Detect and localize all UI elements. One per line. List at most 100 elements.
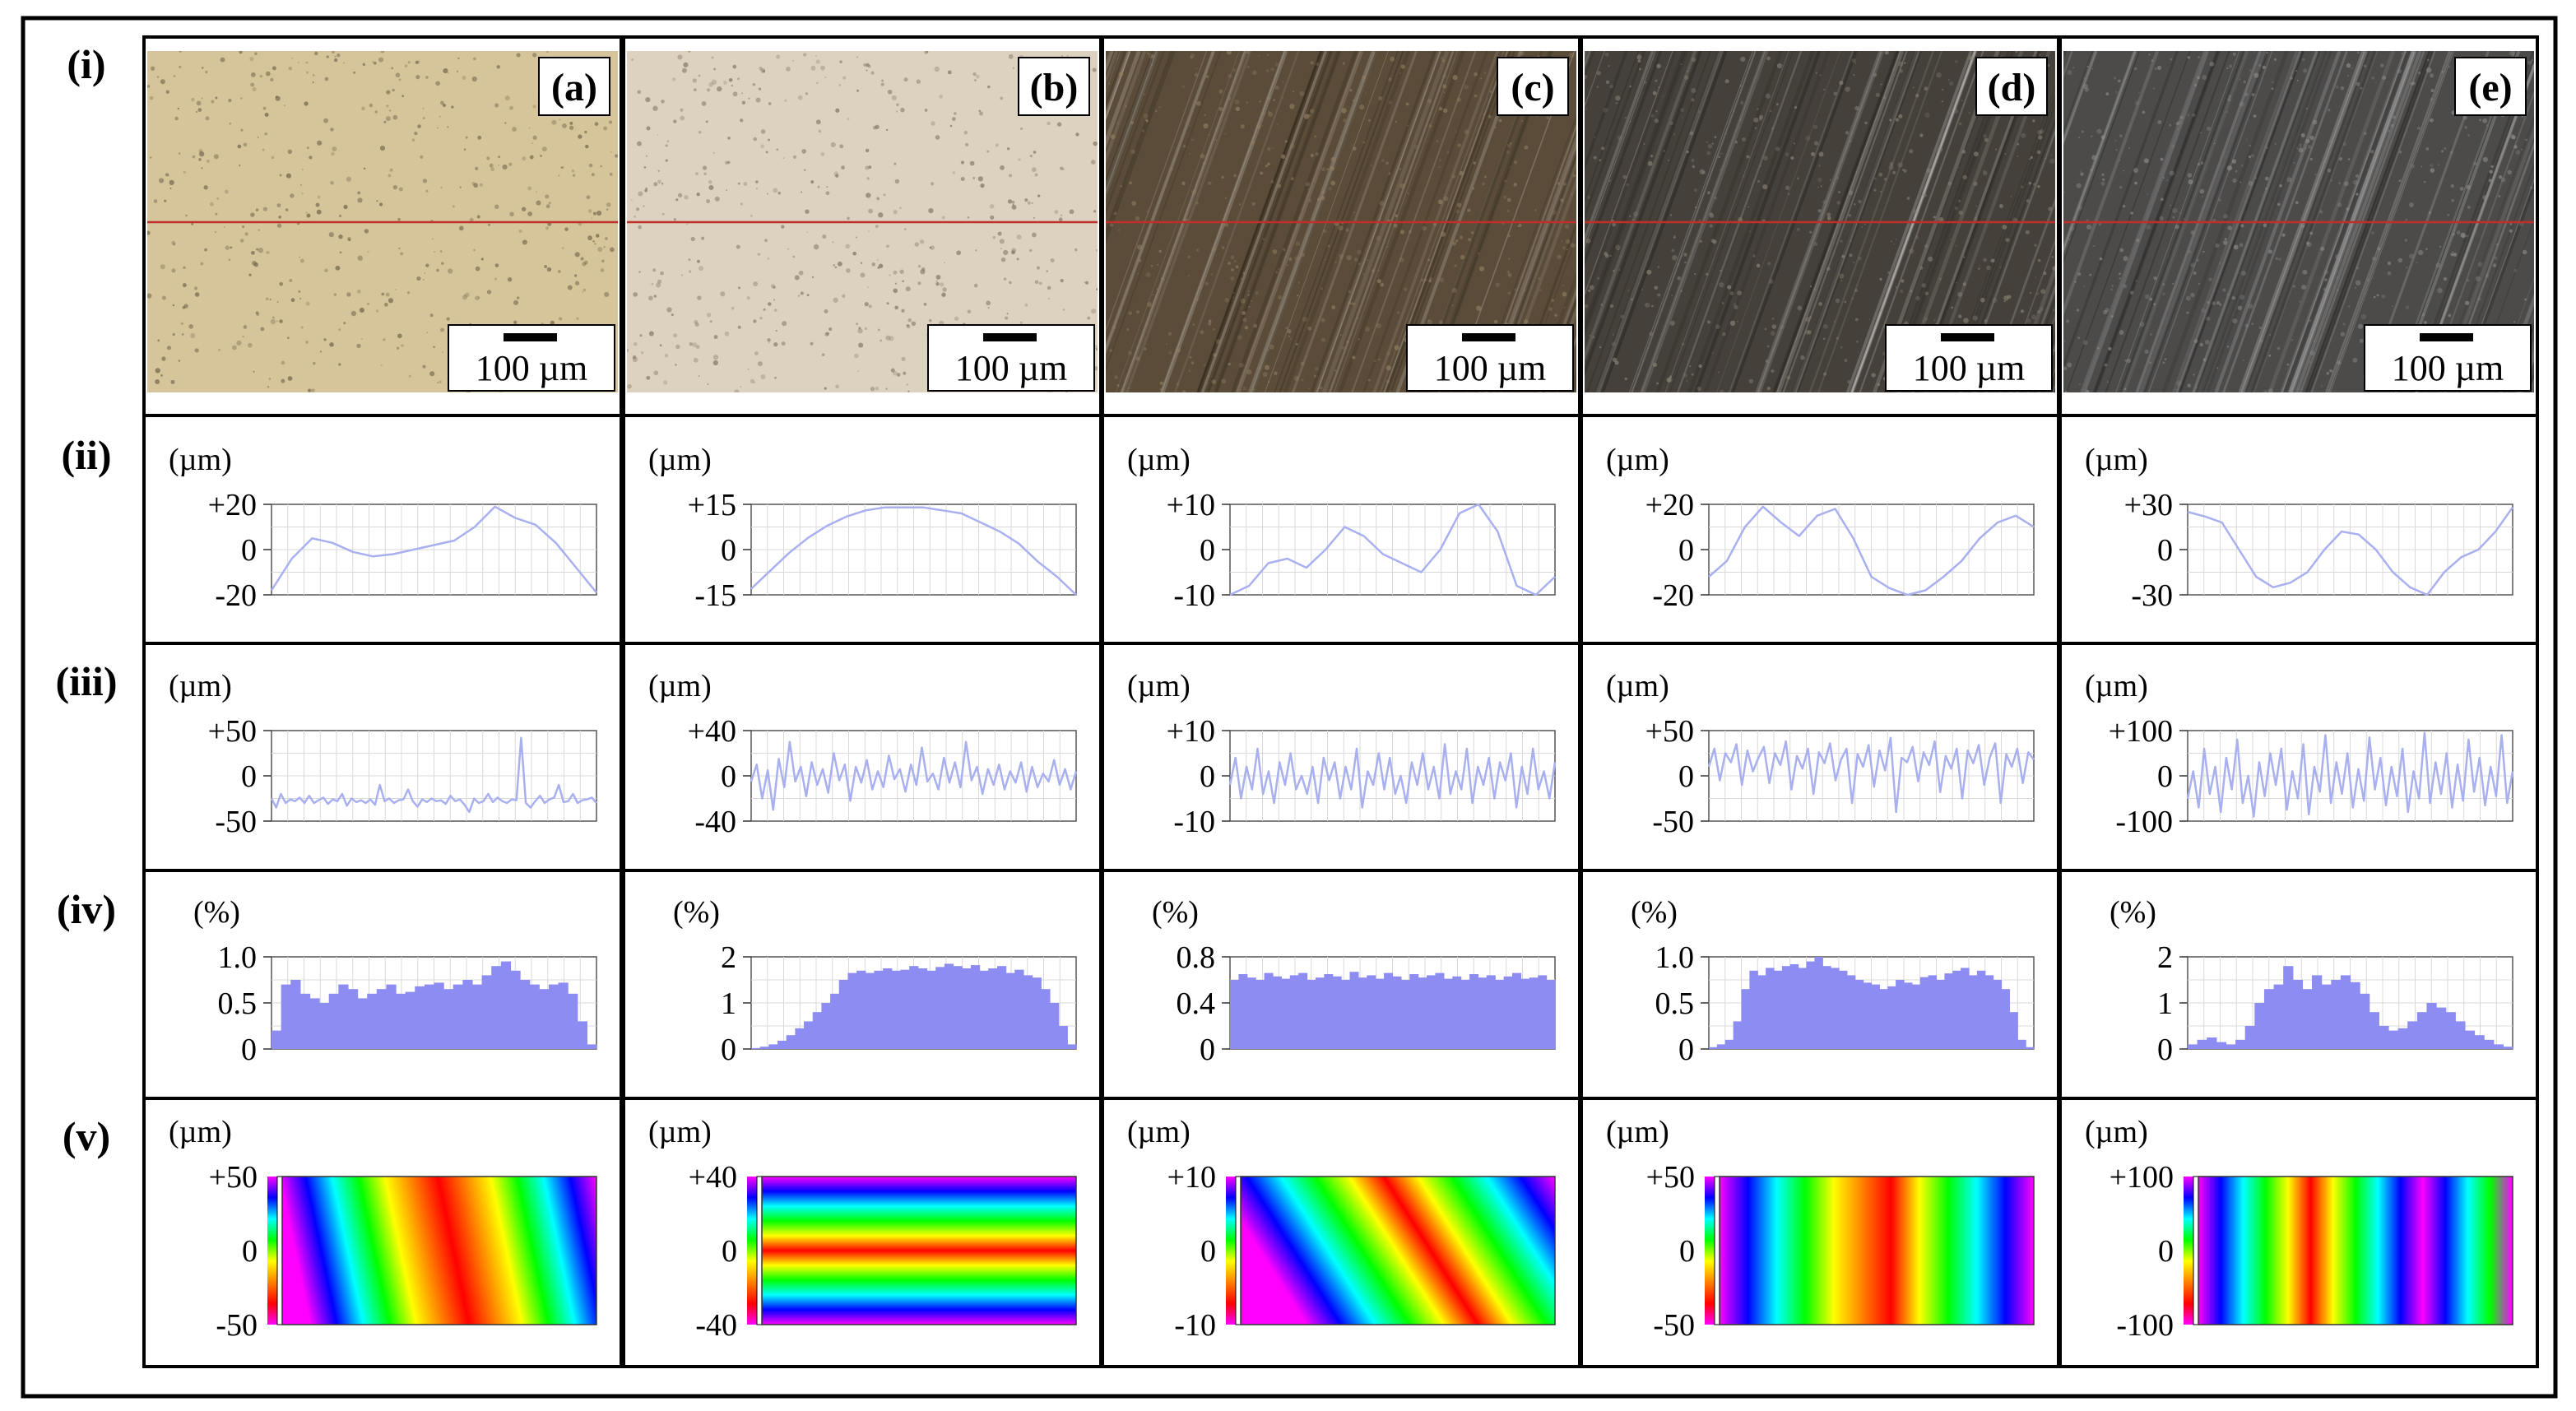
surface-speck [1896,239,1897,240]
surface-speck [698,130,702,134]
tick-label: 0 [1200,1033,1215,1067]
surface-speck [1924,112,1930,118]
histogram-bar [290,980,301,1049]
surface-speck [2450,253,2454,257]
histogram-bar [804,1021,814,1049]
surface-speck [1680,63,1683,66]
surface-speck [179,65,182,68]
surface-speck [1853,74,1855,77]
surface-speck [1683,253,1687,257]
surface-speck [2238,78,2241,81]
surface-speck [1873,72,1877,77]
surface-speck [605,237,608,240]
surface-speck [825,332,829,336]
surface-speck [2347,158,2351,160]
surface-speck [889,336,894,341]
surface-speck [2253,72,2259,78]
surface-speck [2522,249,2527,255]
surface-speck [2421,165,2423,168]
surface-speck [332,146,337,151]
histogram-bar [953,966,963,1049]
surface-speck [2410,81,2414,86]
surface-speck [2320,385,2323,388]
surface-speck [1273,99,1275,101]
surface-speck [1388,172,1391,175]
surface-speck [1691,88,1696,94]
surface-speck [150,156,152,159]
surface-speck [338,234,343,239]
surface-speck [473,57,476,61]
surface-speck [1407,192,1410,195]
surface-speck [1351,302,1355,306]
surface-speck [695,345,700,349]
surface-speck [178,360,181,362]
surface-speck [975,249,977,252]
surface-speck [1919,218,1922,220]
surface-speck [2423,321,2427,324]
surface-speck [439,115,441,118]
surface-speck [1221,378,1227,384]
surface-speck [2160,157,2164,161]
surface-speck [2165,179,2168,181]
surface-speck [203,185,208,190]
surface-speck [934,66,940,72]
surface-speck [2248,155,2252,159]
tick-label: -10 [1173,805,1215,839]
surface-speck [2324,278,2328,281]
surface-speck [1658,86,1660,89]
surface-speck [638,225,642,230]
surface-speck [411,138,415,142]
surface-speck [907,390,910,392]
surface-speck [2235,169,2238,173]
surface-speck [708,82,714,87]
surface-speck [2148,53,2151,56]
surface-speck [2085,389,2090,392]
surface-speck [2170,58,2173,61]
surface-speck [1310,61,1314,65]
surface-speck [1840,239,1843,243]
surface-speck [2425,248,2428,250]
surface-speck [425,263,429,267]
histogram-bar [768,1044,778,1049]
surface-speck [1599,159,1602,161]
surface-speck [1955,244,1957,247]
surface-speck [1585,304,1589,309]
surface-speck [1050,258,1055,263]
surface-speck [1786,375,1791,380]
surface-speck [824,387,827,390]
surface-speck [1440,56,1443,59]
tick-label: 0 [1200,759,1215,794]
surface-speck [740,386,742,388]
surface-speck [2300,146,2302,148]
surface-speck [2251,93,2255,97]
surface-speck [244,232,248,236]
surface-speck [736,244,740,249]
histogram-bar [481,975,492,1049]
surface-speck [1898,114,1903,118]
surface-speck [713,67,717,71]
surface-speck [1427,98,1432,104]
surface-speck [2278,258,2281,261]
surface-speck [1848,213,1852,217]
surface-speck [2078,383,2081,386]
surface-speck [185,214,188,217]
surface-speck [298,290,301,293]
surface-speck [270,77,274,82]
surface-speck [609,247,615,253]
surface-speck [1301,378,1304,382]
surface-speck [1819,74,1822,77]
surface-speck [305,61,309,64]
surface-speck [1510,142,1512,145]
surface-speck [383,338,386,341]
surface-speck [2467,134,2471,137]
histogram-bar [299,993,311,1049]
surface-speck [1748,378,1754,384]
surface-speck [1258,366,1262,370]
surface-speck [276,203,281,208]
surface-speck [868,165,872,169]
surface-speck [2128,147,2131,149]
surface-speck [2108,346,2112,350]
surface-speck [1594,136,1596,138]
surface-speck [1637,59,1641,63]
histogram-bar [1443,978,1453,1049]
